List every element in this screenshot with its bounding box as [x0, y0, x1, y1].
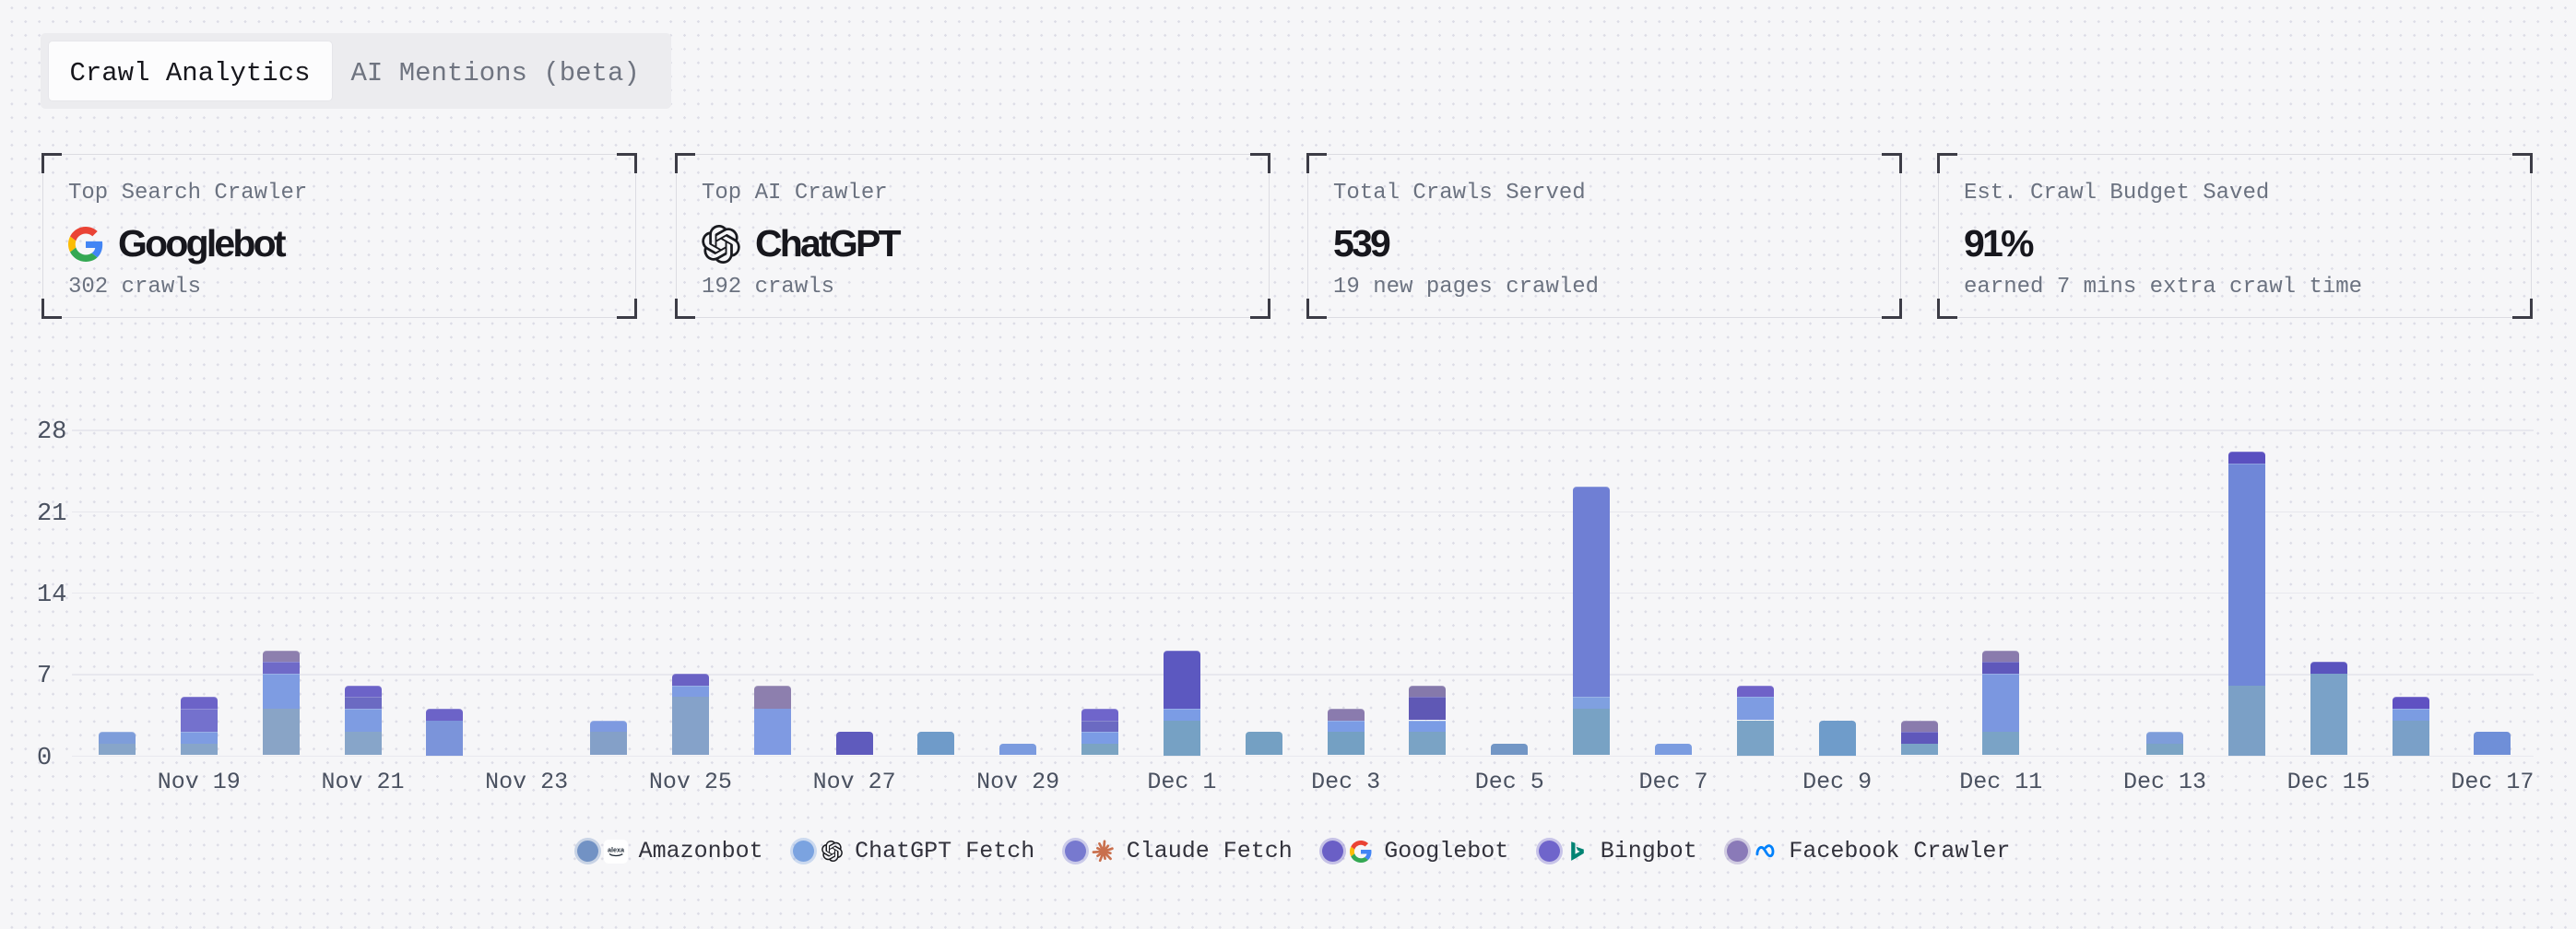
svg-text:alexa: alexa: [608, 845, 625, 853]
